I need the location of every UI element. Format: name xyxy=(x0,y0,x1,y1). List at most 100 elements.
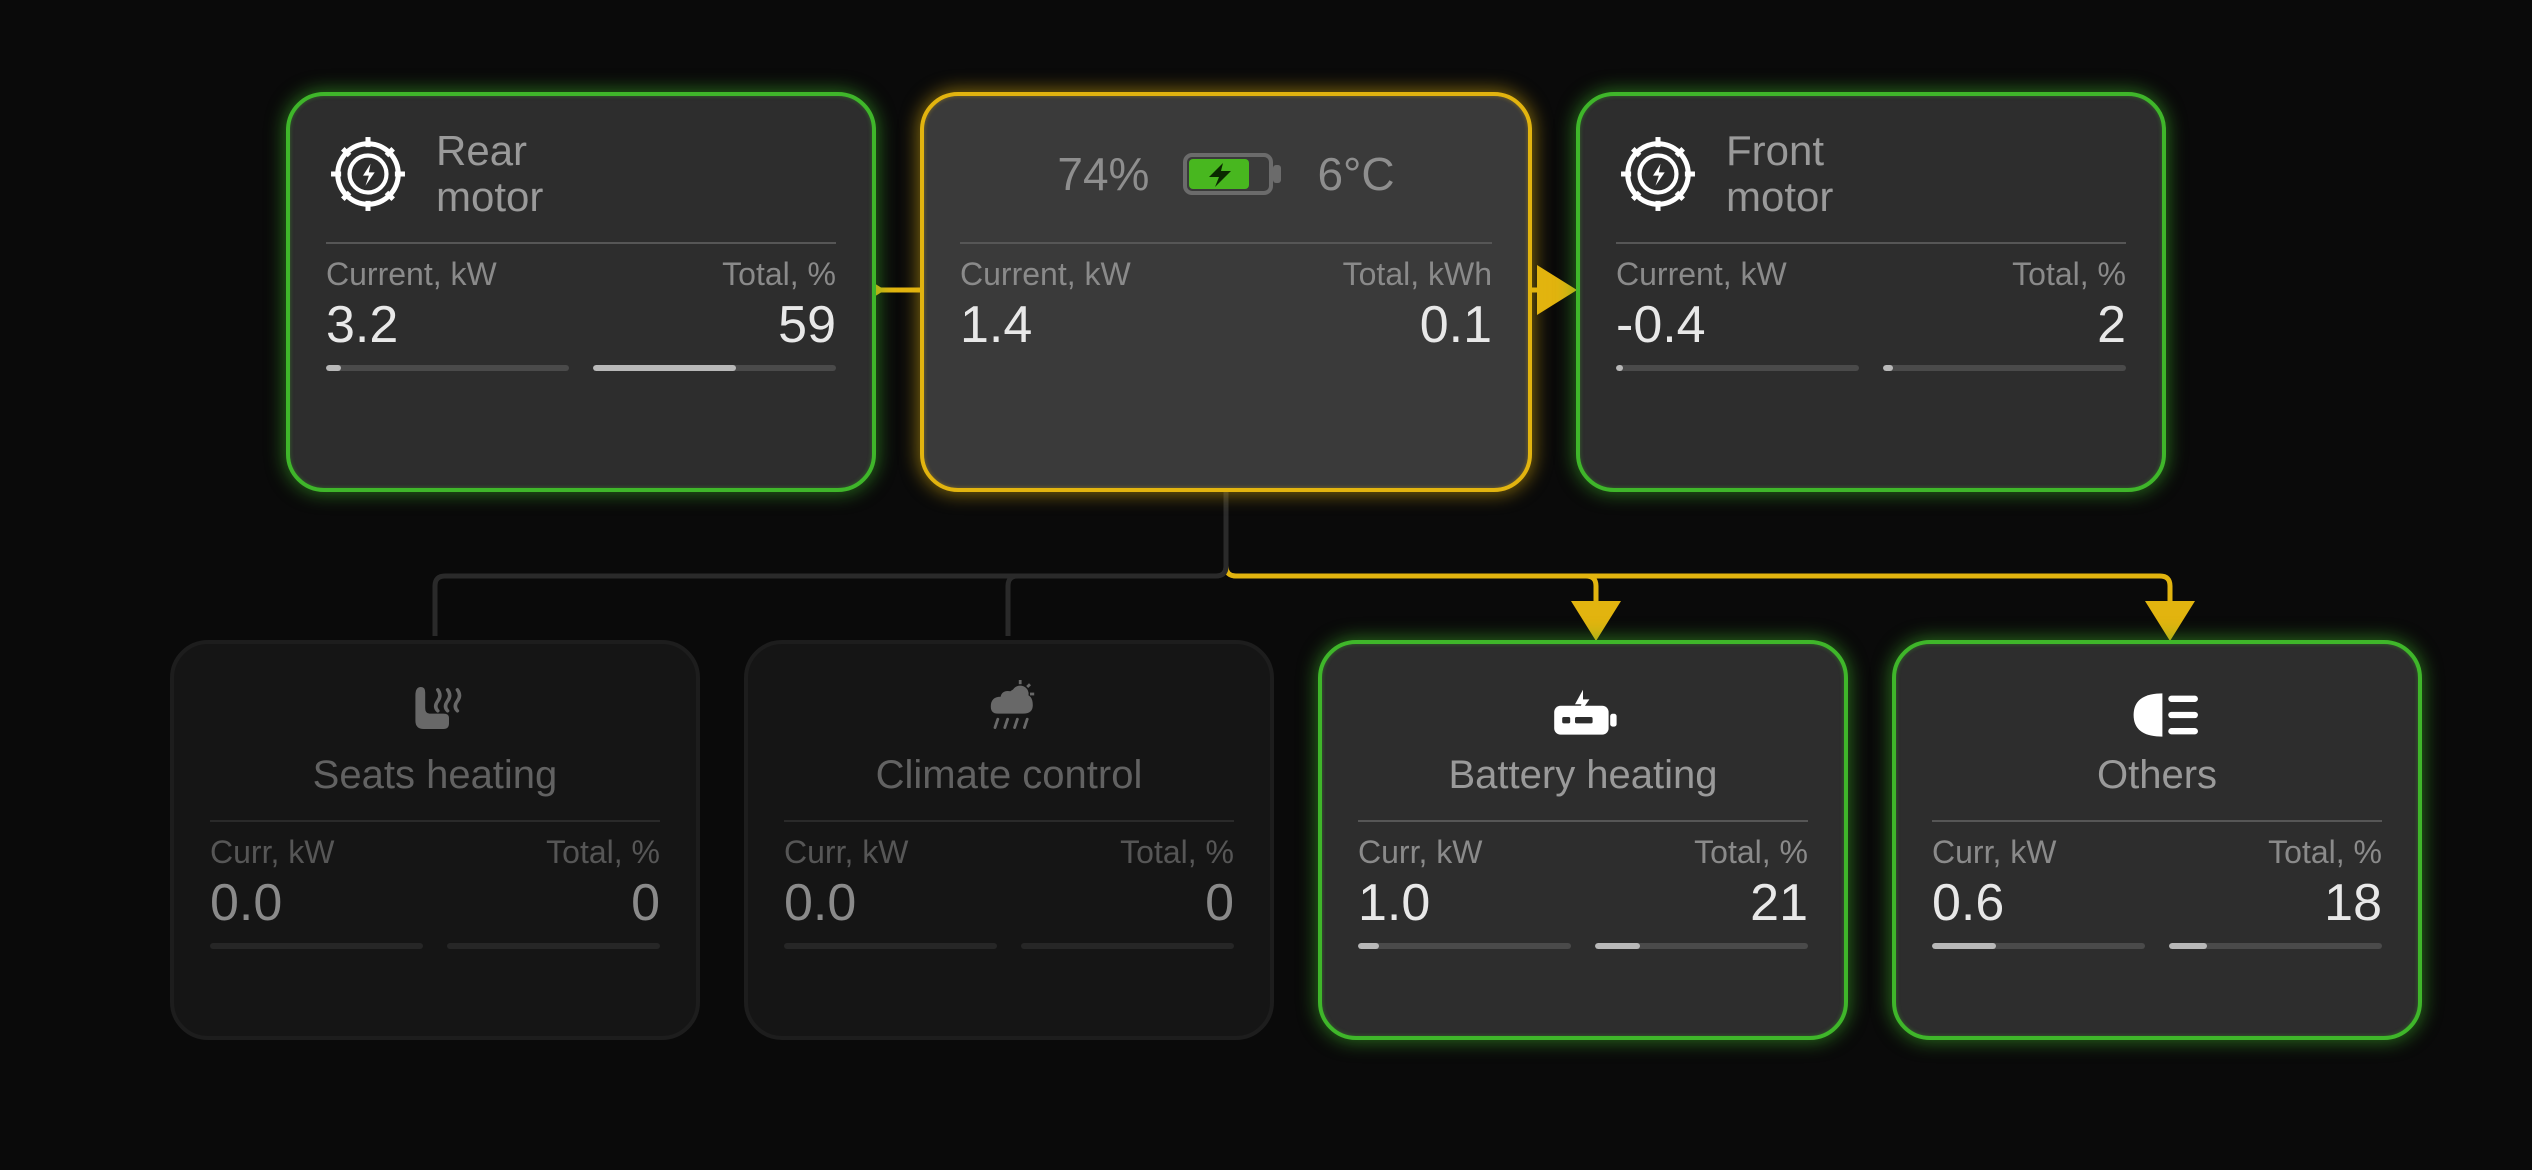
bar-track xyxy=(784,943,997,949)
battery-percent: 74% xyxy=(1057,147,1149,201)
others-card[interactable]: Others Curr, kW 0.6 Total, % 18 xyxy=(1892,640,2422,1040)
front-motor-card[interactable]: Front motor Current, kW -0.4 Total, % 2 xyxy=(1576,92,2166,492)
seat-heating-icon xyxy=(400,673,470,743)
divider xyxy=(784,820,1234,822)
bar-track xyxy=(326,365,569,371)
bar-track xyxy=(1021,943,1234,949)
metric-value: 0 xyxy=(447,873,660,933)
others-title: Others xyxy=(2097,753,2217,798)
metric-label: Total, % xyxy=(1021,834,1234,871)
metric-label: Current, kW xyxy=(326,256,569,293)
dashboard-stage: Rear motor Current, kW 3.2 Total, % 59 7… xyxy=(0,0,2532,1170)
battery-total: Total, kWh 0.1 xyxy=(1238,256,1492,355)
climate-control-current: Curr, kW 0.0 xyxy=(784,834,997,949)
metric-value: 2 xyxy=(1883,295,2126,355)
bar-track xyxy=(593,365,836,371)
battery-card[interactable]: 74% 6°C Current, kW 1.4 Total, kWh 0.1 xyxy=(920,92,1532,492)
metric-label: Curr, kW xyxy=(1358,834,1571,871)
battery-status-row: 74% 6°C xyxy=(960,124,1492,224)
bar-track xyxy=(1616,365,1859,371)
metric-label: Total, % xyxy=(447,834,660,871)
front-motor-current: Current, kW -0.4 xyxy=(1616,256,1859,371)
bar-track xyxy=(1358,943,1571,949)
front-motor-metrics: Current, kW -0.4 Total, % 2 xyxy=(1616,256,2126,371)
seats-heating-current: Curr, kW 0.0 xyxy=(210,834,423,949)
battery-heating-icon xyxy=(1543,683,1623,743)
climate-control-metrics: Curr, kW 0.0 Total, % 0 xyxy=(784,834,1234,949)
climate-icon xyxy=(974,673,1044,743)
metric-value: 0.6 xyxy=(1932,873,2145,933)
metric-value: 1.0 xyxy=(1358,873,1571,933)
metric-value: 0.0 xyxy=(210,873,423,933)
motor-icon xyxy=(1616,132,1700,216)
climate-control-title: Climate control xyxy=(876,753,1143,798)
metric-label: Total, % xyxy=(2169,834,2382,871)
battery-metrics: Current, kW 1.4 Total, kWh 0.1 xyxy=(960,256,1492,355)
front-motor-title: Front motor xyxy=(1726,128,1833,220)
bar-track xyxy=(2169,943,2382,949)
metric-label: Curr, kW xyxy=(784,834,997,871)
bar-track xyxy=(447,943,660,949)
rear-motor-card[interactable]: Rear motor Current, kW 3.2 Total, % 59 xyxy=(286,92,876,492)
headlight-icon xyxy=(2112,687,2202,743)
divider xyxy=(1616,242,2126,244)
metric-label: Curr, kW xyxy=(210,834,423,871)
climate-control-card[interactable]: Climate control Curr, kW 0.0 Total, % 0 xyxy=(744,640,1274,1040)
metric-value: 18 xyxy=(2169,873,2382,933)
battery-temperature: 6°C xyxy=(1317,147,1394,201)
climate-control-header: Climate control xyxy=(784,672,1234,802)
front-motor-total: Total, % 2 xyxy=(1883,256,2126,371)
metric-label: Total, % xyxy=(1883,256,2126,293)
metric-value: 0.0 xyxy=(784,873,997,933)
others-metrics: Curr, kW 0.6 Total, % 18 xyxy=(1932,834,2382,949)
divider xyxy=(960,242,1492,244)
battery-heating-header: Battery heating xyxy=(1358,672,1808,802)
battery-charging-icon xyxy=(1183,149,1283,199)
battery-current: Current, kW 1.4 xyxy=(960,256,1214,355)
metric-label: Current, kW xyxy=(1616,256,1859,293)
metric-label: Total, % xyxy=(1595,834,1808,871)
divider xyxy=(1932,820,2382,822)
metric-label: Current, kW xyxy=(960,256,1214,293)
battery-heating-total: Total, % 21 xyxy=(1595,834,1808,949)
bar-track xyxy=(1595,943,1808,949)
battery-heating-metrics: Curr, kW 1.0 Total, % 21 xyxy=(1358,834,1808,949)
rear-motor-title: Rear motor xyxy=(436,128,543,220)
metric-label: Curr, kW xyxy=(1932,834,2145,871)
seats-heating-metrics: Curr, kW 0.0 Total, % 0 xyxy=(210,834,660,949)
bar-fill xyxy=(593,365,736,371)
rear-motor-current: Current, kW 3.2 xyxy=(326,256,569,371)
metric-label: Total, kWh xyxy=(1238,256,1492,293)
battery-heating-title: Battery heating xyxy=(1448,753,1717,798)
battery-heating-current: Curr, kW 1.0 xyxy=(1358,834,1571,949)
rear-motor-header: Rear motor xyxy=(326,124,836,224)
divider xyxy=(326,242,836,244)
seats-heating-card[interactable]: Seats heating Curr, kW 0.0 Total, % 0 xyxy=(170,640,700,1040)
bar-track xyxy=(210,943,423,949)
bar-track xyxy=(1932,943,2145,949)
metric-value: -0.4 xyxy=(1616,295,1859,355)
others-current: Curr, kW 0.6 xyxy=(1932,834,2145,949)
bar-track xyxy=(1883,365,2126,371)
bar-fill xyxy=(2169,943,2207,949)
metric-label: Total, % xyxy=(593,256,836,293)
battery-heating-card[interactable]: Battery heating Curr, kW 1.0 Total, % 21 xyxy=(1318,640,1848,1040)
bar-fill xyxy=(1616,365,1623,371)
bar-fill xyxy=(326,365,341,371)
bar-fill xyxy=(1883,365,1893,371)
others-header: Others xyxy=(1932,672,2382,802)
metric-value: 21 xyxy=(1595,873,1808,933)
metric-value: 3.2 xyxy=(326,295,569,355)
divider xyxy=(210,820,660,822)
metric-value: 1.4 xyxy=(960,295,1214,355)
seats-heating-title: Seats heating xyxy=(313,753,558,798)
rear-motor-metrics: Current, kW 3.2 Total, % 59 xyxy=(326,256,836,371)
bar-fill xyxy=(1358,943,1379,949)
motor-icon xyxy=(326,132,410,216)
front-motor-header: Front motor xyxy=(1616,124,2126,224)
divider xyxy=(1358,820,1808,822)
bar-fill xyxy=(1932,943,1996,949)
bar-fill xyxy=(1595,943,1640,949)
metric-value: 59 xyxy=(593,295,836,355)
rear-motor-total: Total, % 59 xyxy=(593,256,836,371)
